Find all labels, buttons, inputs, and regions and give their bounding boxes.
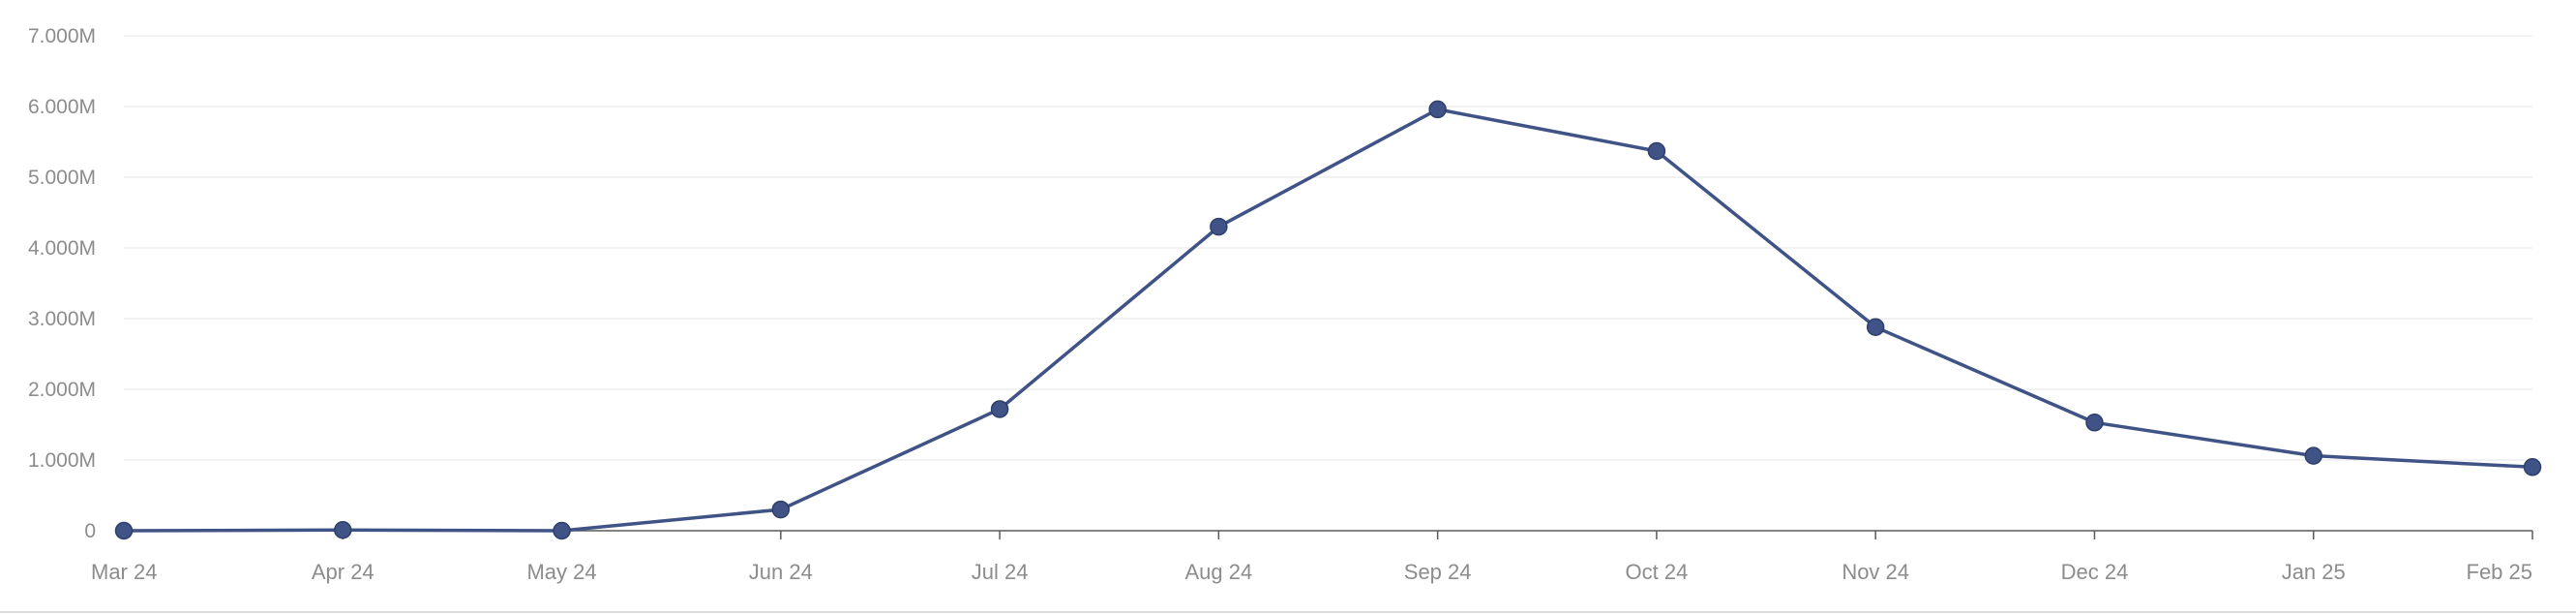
data-point-feb-25	[2523, 458, 2542, 476]
data-point-dec-24	[2085, 414, 2104, 432]
y-tick-label-3: 3.000M	[28, 308, 96, 330]
x-tick-label-0: Mar 24	[91, 560, 157, 584]
y-tick-label-4: 4.000M	[28, 237, 96, 260]
series-line	[122, 107, 2534, 533]
y-tick-label-6: 6.000M	[28, 96, 96, 118]
y-tick-label-2: 2.000M	[28, 379, 96, 401]
x-tick-label-8: Nov 24	[1842, 560, 1909, 584]
x-tick-label-1: Apr 24	[312, 560, 374, 584]
data-point-jan-25	[2304, 446, 2322, 465]
y-axis-tick-labels: 0 1.000M 2.000M 3.000M 4.000M 5.000M 6.000M 7.0…	[28, 25, 96, 542]
y-tick-label-7: 7.000M	[28, 25, 96, 47]
series-line-0	[122, 107, 2534, 533]
y-tick-label-5: 5.000M	[28, 167, 96, 189]
x-tick-label-6: Sep 24	[1404, 560, 1472, 584]
data-point-sep-24	[1428, 100, 1447, 119]
data-point-apr-24	[334, 521, 352, 539]
x-axis-tick-labels: Mar 24 Apr 24 May 24 Jun 24 Jul 24 Aug 24 Sep …	[91, 560, 2532, 584]
data-point-mar-24	[114, 521, 134, 540]
x-tick-label-3: Jun 24	[749, 560, 813, 584]
data-point-jul-24	[990, 400, 1009, 418]
series-markers	[114, 100, 2542, 540]
data-point-aug-24	[1210, 217, 1228, 236]
y-tick-label-0: 0	[84, 520, 96, 542]
x-tick-label-9: Dec 24	[2061, 560, 2129, 584]
x-tick-label-10: Jan 25	[2282, 560, 2346, 584]
x-tick-label-4: Jul 24	[972, 560, 1029, 584]
x-tick-label-2: May 24	[526, 560, 596, 584]
data-point-jun-24	[771, 500, 791, 519]
data-point-nov-24	[1866, 318, 1885, 337]
x-tick-label-5: Aug 24	[1184, 560, 1252, 584]
data-point-oct-24	[1647, 141, 1666, 161]
x-tick-label-7: Oct 24	[1626, 560, 1689, 584]
x-tick-label-11: Feb 25	[2467, 560, 2533, 584]
y-tick-label-1: 1.000M	[28, 449, 96, 472]
grid-lines	[124, 35, 2532, 461]
data-point-may-24	[553, 521, 571, 540]
